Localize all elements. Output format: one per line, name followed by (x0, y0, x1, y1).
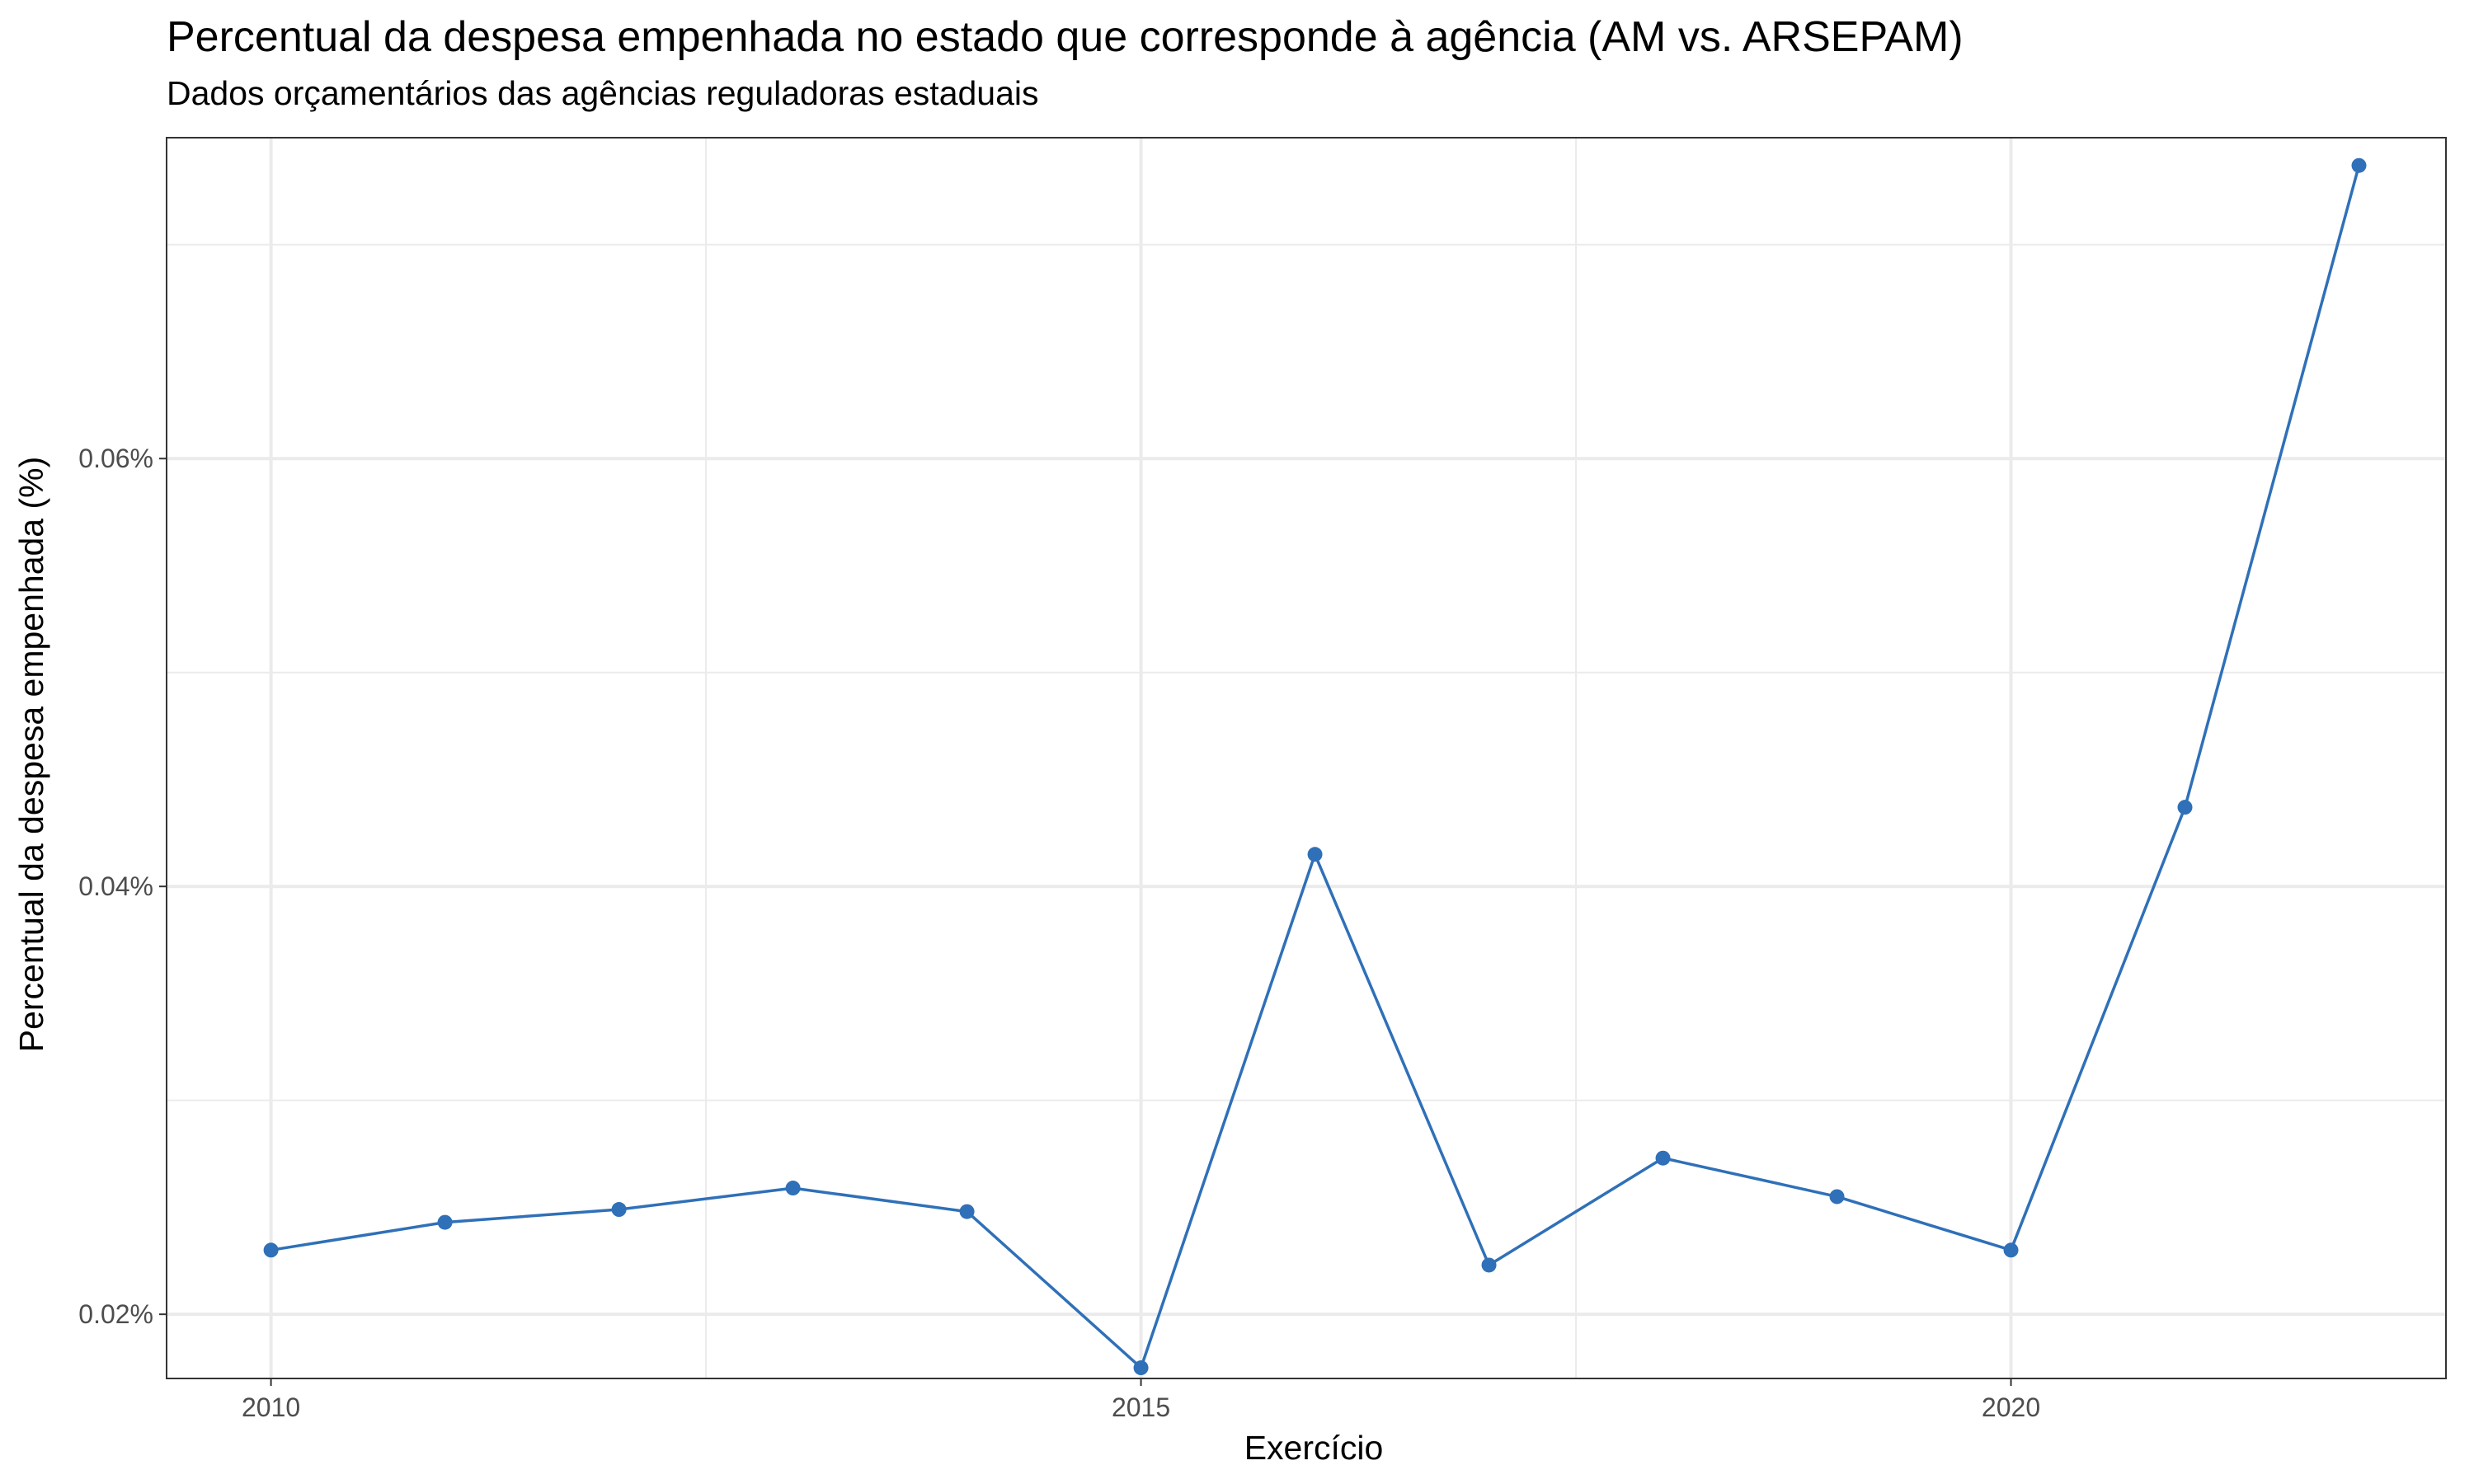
chart-title: Percentual da despesa empenhada no estad… (167, 13, 1964, 61)
grid (167, 138, 2447, 1378)
data-point (2003, 1242, 2019, 1258)
data-point (1307, 847, 1323, 862)
x-tick-label: 2020 (1982, 1392, 2040, 1422)
data-point (785, 1181, 801, 1196)
data-point (2351, 157, 2367, 173)
data-point (1481, 1257, 1497, 1273)
y-tick-label: 0.02% (78, 1299, 153, 1329)
data-point (2177, 800, 2193, 815)
data-point (263, 1242, 279, 1258)
data-point (611, 1202, 627, 1218)
data-point (959, 1204, 975, 1219)
y-tick-label: 0.06% (78, 444, 153, 473)
data-point (1133, 1360, 1149, 1376)
data-series (263, 157, 2367, 1376)
y-tick-label: 0.04% (78, 871, 153, 901)
y-axis-title: Percentual da despesa empenhada (%) (12, 457, 50, 1053)
x-axis-title: Exercício (1244, 1429, 1384, 1467)
x-tick-label: 2015 (1112, 1392, 1170, 1422)
chart-subtitle: Dados orçamentários das agências regulad… (167, 74, 1039, 112)
data-point (1829, 1189, 1845, 1205)
series-line (270, 165, 2361, 1369)
plot-panel-border (166, 137, 2447, 1379)
axis-ticks: 0.02% 0.04% 0.06% 2010 2015 2020 (78, 444, 2040, 1422)
x-tick-label: 2010 (242, 1392, 300, 1422)
data-point (1655, 1150, 1671, 1166)
data-point (437, 1214, 453, 1230)
